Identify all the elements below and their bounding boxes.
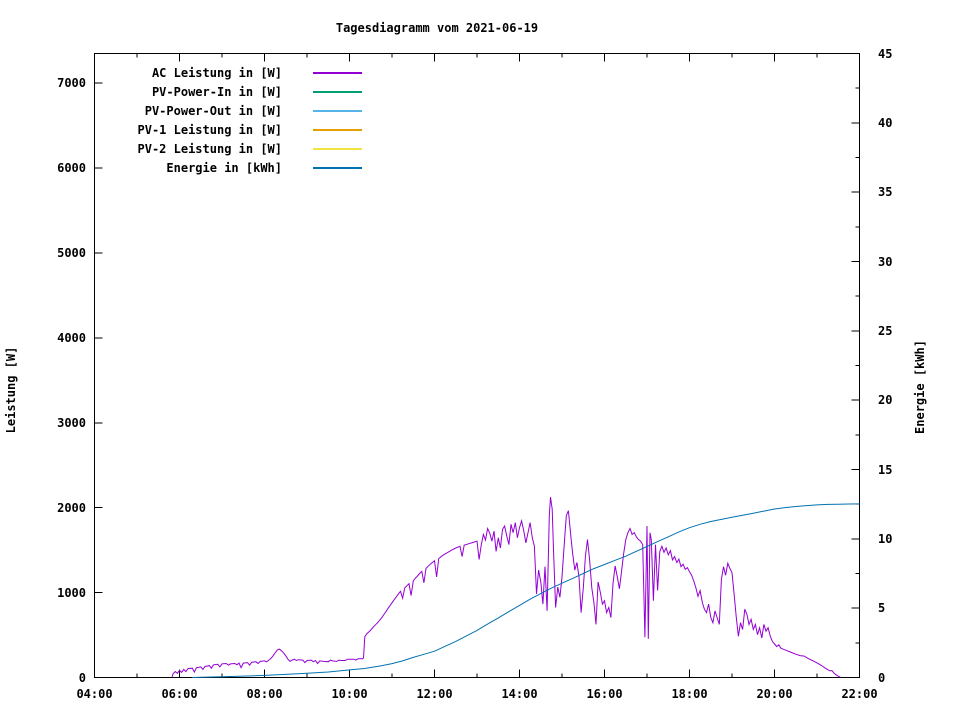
legend-label: AC Leistung in [W] (151, 65, 282, 80)
legend-line-sample (313, 90, 362, 93)
y2-tick-label: 0 (878, 670, 886, 685)
legend-line-sample (313, 147, 362, 150)
y1-tick-label: 4000 (57, 330, 86, 345)
series-energie-line (192, 503, 860, 678)
x-tick-label: 20:00 (756, 687, 793, 701)
y1-tick-label: 7000 (57, 76, 86, 91)
y2-axis-title: Energie [kWh] (913, 340, 927, 434)
y2-tick-label: 45 (878, 46, 893, 61)
x-tick-label: 10:00 (331, 687, 368, 701)
y2-tick-label: 30 (878, 254, 893, 269)
legend-label: PV-Power-In in [W] (151, 84, 282, 99)
legend-line-sample (313, 109, 362, 112)
legend-label: PV-Power-Out in [W] (144, 103, 282, 118)
legend-entry: PV-1 Leistung in [W] (94, 120, 362, 139)
x-tick-label: 16:00 (586, 687, 623, 701)
y2-tick-label: 10 (878, 531, 893, 546)
legend-line-sample (313, 166, 362, 169)
legend-entry: PV-2 Leistung in [W] (94, 139, 362, 158)
chart-title: Tagesdiagramm vom 2021-06-19 (335, 21, 539, 35)
x-tick-label: 08:00 (246, 687, 283, 701)
x-tick-label: 18:00 (671, 687, 708, 701)
legend-entry: Energie in [kWh] (94, 158, 362, 177)
legend-line-sample (313, 128, 362, 131)
x-tick-label: 14:00 (501, 687, 538, 701)
legend: AC Leistung in [W] PV-Power-In in [W] PV-P… (94, 63, 362, 177)
y1-tick-label: 1000 (57, 585, 86, 600)
legend-label: PV-1 Leistung in [W] (137, 122, 283, 137)
y2-tick-label: 5 (878, 601, 886, 616)
x-tick-label: 04:00 (76, 687, 113, 701)
y1-tick-label: 2000 (57, 500, 86, 515)
y2-tick-label: 15 (878, 462, 893, 477)
y1-tick-label: 3000 (57, 415, 86, 430)
y1-tick-label: 0 (78, 670, 86, 685)
legend-label: PV-2 Leistung in [W] (137, 141, 283, 156)
legend-entry: PV-Power-Out in [W] (94, 101, 362, 120)
legend-line-sample (313, 71, 362, 74)
legend-entry: AC Leistung in [W] (94, 63, 362, 82)
legend-label: Energie in [kWh] (166, 160, 282, 175)
legend-entry: PV-Power-In in [W] (94, 82, 362, 101)
x-tick-label: 06:00 (161, 687, 198, 701)
x-tick-label: 22:00 (841, 687, 878, 701)
y1-tick-label: 5000 (57, 246, 86, 260)
y2-tick-label: 35 (878, 185, 893, 200)
x-tick-label: 12:00 (416, 687, 453, 701)
y1-tick-label: 6000 (57, 161, 86, 176)
series-ac-leistung-line (171, 497, 841, 678)
y2-tick-label: 40 (878, 115, 893, 130)
y2-tick-label: 25 (878, 323, 893, 338)
y2-tick-label: 20 (878, 393, 893, 408)
